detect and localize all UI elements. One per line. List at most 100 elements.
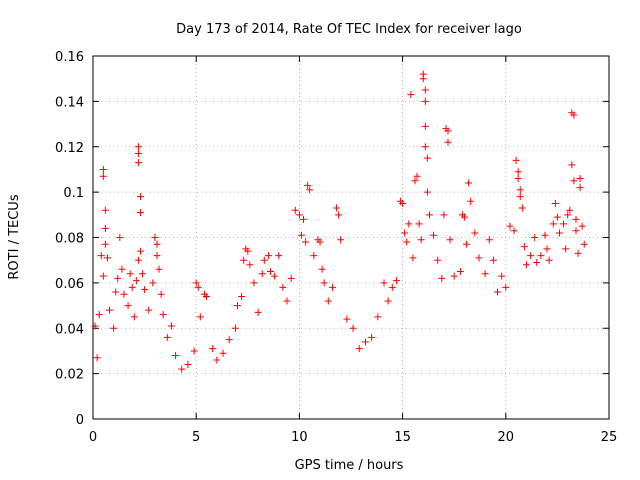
data-point — [306, 186, 314, 194]
data-point — [405, 220, 413, 228]
data-point — [516, 193, 524, 201]
data-point — [258, 270, 266, 278]
data-point — [520, 243, 528, 251]
data-point — [494, 288, 502, 296]
data-point — [576, 184, 584, 192]
data-point — [275, 252, 283, 260]
data-point — [291, 206, 299, 214]
data-point — [417, 236, 425, 244]
data-point — [421, 143, 429, 151]
x-axis-title: GPS time / hours — [295, 458, 404, 473]
data-point — [136, 247, 144, 255]
y-tick-label: 0.14 — [55, 95, 84, 110]
data-point — [192, 279, 200, 287]
data-points — [91, 70, 588, 373]
data-point — [380, 279, 388, 287]
data-point — [467, 197, 475, 205]
data-point — [302, 238, 310, 246]
data-point — [564, 211, 572, 219]
data-point — [157, 290, 165, 298]
data-point — [233, 302, 241, 310]
data-point — [421, 86, 429, 94]
data-point — [555, 229, 563, 237]
data-point — [413, 172, 421, 180]
data-point — [225, 336, 233, 344]
data-point — [423, 154, 431, 162]
data-point — [415, 220, 423, 228]
data-point — [388, 283, 396, 291]
data-point — [568, 161, 576, 169]
x-tick-label: 10 — [291, 430, 308, 445]
data-point — [506, 222, 514, 230]
data-point — [423, 188, 431, 196]
data-point — [128, 283, 136, 291]
data-point — [527, 252, 535, 260]
data-point — [553, 213, 561, 221]
data-point — [196, 313, 204, 321]
x-axis: 0 5 10 15 20 25 — [89, 56, 617, 445]
data-point — [120, 290, 128, 298]
data-point — [489, 256, 497, 264]
data-point — [522, 261, 530, 269]
data-point — [446, 236, 454, 244]
data-point — [481, 270, 489, 278]
data-point — [514, 175, 522, 183]
data-point — [153, 252, 161, 260]
data-point — [537, 252, 545, 260]
y-tick-label: 0.02 — [55, 368, 84, 383]
chart-title: Day 173 of 2014, Rate Of TEC Index for r… — [176, 22, 522, 37]
data-point — [132, 277, 140, 285]
data-point — [560, 220, 568, 228]
data-point — [361, 338, 369, 346]
data-point — [541, 231, 549, 239]
data-point — [419, 75, 427, 83]
data-point — [300, 215, 308, 223]
data-point — [516, 186, 524, 194]
data-point — [343, 315, 351, 323]
data-point — [434, 256, 442, 264]
data-point — [134, 150, 142, 158]
data-point — [401, 229, 409, 237]
data-point — [384, 297, 392, 305]
data-point — [254, 308, 262, 316]
data-point — [512, 156, 520, 164]
data-point — [110, 324, 118, 332]
data-point — [574, 249, 582, 257]
data-point — [399, 199, 407, 207]
data-point — [440, 211, 448, 219]
data-point — [250, 279, 258, 287]
data-point — [545, 256, 553, 264]
data-point — [502, 283, 510, 291]
data-point — [141, 286, 149, 294]
data-point — [498, 272, 506, 280]
x-tick-label: 0 — [89, 430, 97, 445]
y-tick-label: 0.04 — [55, 322, 84, 337]
data-point — [304, 181, 312, 189]
x-tick-label: 5 — [192, 430, 200, 445]
data-point — [456, 268, 464, 276]
data-point — [572, 227, 580, 235]
data-point — [264, 252, 272, 260]
grid-layer — [93, 56, 609, 419]
data-point — [101, 224, 109, 232]
data-point — [444, 127, 452, 135]
x-tick-label: 25 — [601, 430, 618, 445]
y-tick-label: 0.16 — [55, 50, 84, 65]
y-tick-label: 0.08 — [55, 232, 84, 247]
data-point — [203, 292, 211, 300]
x-tick-label: 20 — [498, 430, 515, 445]
data-point — [178, 365, 186, 373]
data-point — [566, 206, 574, 214]
data-point — [106, 306, 114, 314]
data-point — [126, 270, 134, 278]
data-point — [139, 270, 147, 278]
data-point — [99, 272, 107, 280]
data-point — [337, 236, 345, 244]
data-point — [153, 240, 161, 248]
data-point — [209, 345, 217, 353]
data-point — [333, 204, 341, 212]
data-point — [116, 234, 124, 241]
data-point — [213, 356, 221, 364]
data-point — [118, 265, 126, 273]
